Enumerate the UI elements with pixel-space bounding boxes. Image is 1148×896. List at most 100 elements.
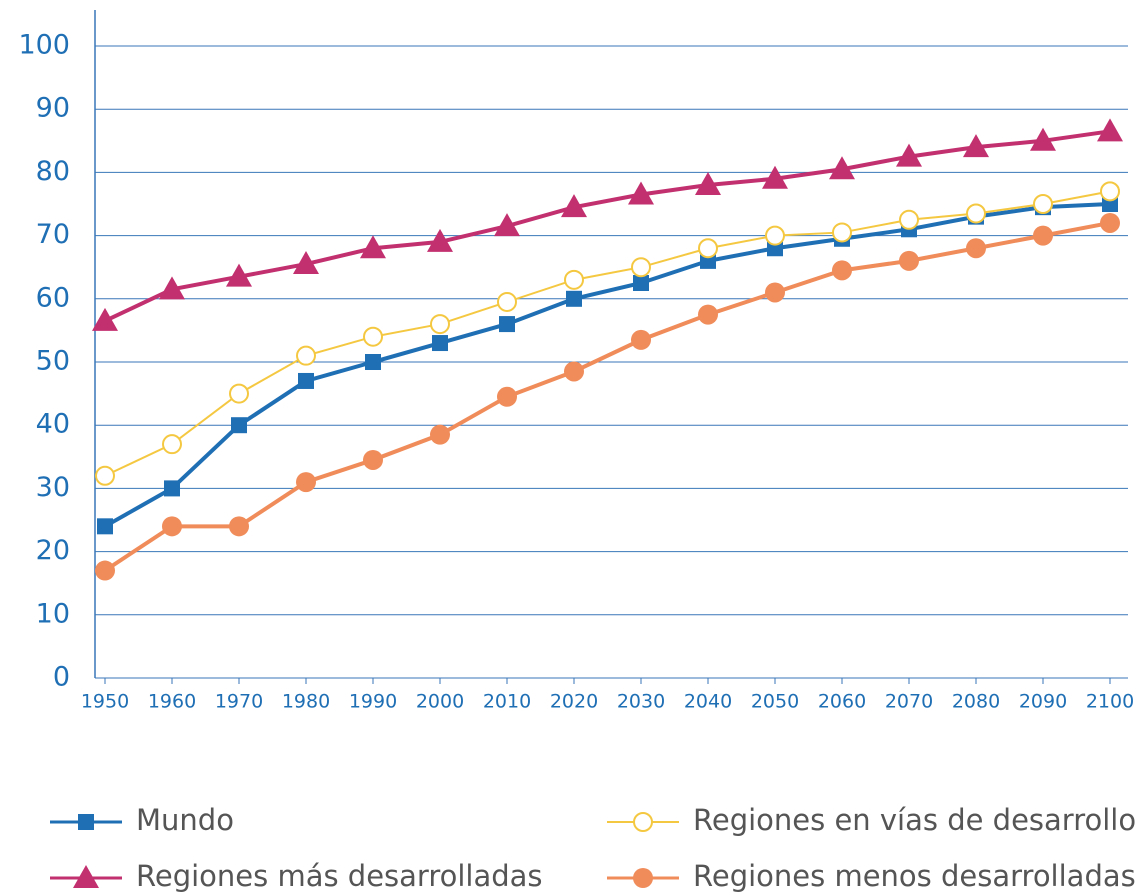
legend-marker	[633, 868, 653, 888]
y-tick-label: 70	[36, 219, 70, 250]
marker	[899, 209, 919, 230]
marker	[566, 290, 582, 307]
marker	[633, 275, 649, 291]
marker	[95, 560, 115, 581]
x-tick-label: 2090	[1019, 691, 1067, 713]
marker	[698, 304, 718, 325]
line	[104, 190, 1111, 477]
marker	[963, 134, 989, 158]
x-tick-label: 2030	[617, 691, 665, 713]
marker	[765, 225, 785, 246]
marker	[231, 417, 247, 434]
marker	[899, 250, 919, 271]
y-tick-label: 60	[36, 282, 70, 313]
x-tick-label: 1970	[215, 691, 263, 713]
marker	[631, 257, 651, 278]
legend-label: Regiones más desarrolladas	[136, 859, 543, 893]
marker	[966, 238, 986, 259]
series	[92, 118, 1123, 331]
marker	[229, 383, 249, 404]
y-tick-label: 30	[36, 472, 70, 503]
x-tick-label: 2000	[416, 691, 464, 713]
series	[95, 212, 1120, 581]
marker	[832, 260, 852, 281]
marker	[762, 165, 788, 189]
marker	[363, 449, 383, 470]
line	[104, 202, 1111, 529]
x-tick-label: 1950	[81, 691, 129, 713]
marker	[159, 276, 185, 300]
marker	[832, 222, 852, 243]
marker	[92, 307, 118, 331]
marker	[1033, 194, 1053, 214]
marker	[561, 194, 587, 218]
x-tick-label: 2040	[684, 691, 732, 713]
marker	[162, 434, 182, 455]
y-tick-label: 50	[36, 346, 70, 377]
marker	[427, 228, 453, 252]
x-tick-label: 2010	[483, 691, 531, 713]
legend-marker	[633, 812, 653, 832]
marker	[631, 329, 651, 350]
marker	[95, 465, 115, 486]
marker	[97, 518, 113, 535]
marker	[226, 263, 252, 287]
legend-marker	[73, 865, 99, 888]
series	[95, 181, 1120, 486]
x-tick-label: 1980	[282, 691, 330, 713]
marker	[365, 354, 381, 370]
marker	[430, 314, 450, 335]
marker	[1100, 181, 1120, 202]
y-tick-label: 40	[36, 409, 70, 440]
x-tick-label: 2020	[550, 691, 598, 713]
y-tick-label: 0	[53, 662, 70, 693]
marker	[164, 480, 180, 497]
y-tick-label: 10	[36, 598, 70, 629]
y-tick-label: 90	[36, 93, 70, 124]
marker	[896, 143, 922, 167]
x-tick-label: 2050	[751, 691, 799, 713]
marker	[430, 424, 450, 445]
legend-label: Regiones en vías de desarrollo	[693, 803, 1136, 837]
y-tick-label: 80	[36, 156, 70, 187]
marker	[564, 361, 584, 382]
marker	[360, 235, 386, 259]
x-tick-label: 2100	[1086, 691, 1134, 713]
y-tick-label: 20	[36, 535, 70, 566]
marker	[494, 213, 520, 237]
marker	[1097, 118, 1123, 142]
marker	[628, 181, 654, 205]
marker	[162, 516, 182, 537]
marker	[1100, 212, 1120, 233]
series	[97, 196, 1118, 535]
x-tick-label: 1990	[349, 691, 397, 713]
marker	[564, 269, 584, 290]
line	[104, 129, 1111, 323]
marker	[829, 156, 855, 180]
y-tick-label: 100	[18, 30, 70, 61]
marker	[296, 345, 316, 366]
marker	[698, 238, 718, 259]
legend-label: Regiones menos desarrolladas	[693, 859, 1136, 893]
marker	[966, 203, 986, 224]
x-tick-label: 2060	[818, 691, 866, 713]
marker	[296, 472, 316, 493]
legend-label: Mundo	[136, 803, 234, 837]
marker	[1030, 127, 1056, 151]
x-tick-label: 1960	[148, 691, 196, 713]
marker	[497, 291, 517, 312]
marker	[298, 372, 314, 389]
x-tick-label: 2080	[952, 691, 1000, 713]
marker	[497, 386, 517, 407]
x-tick-label: 2070	[885, 691, 933, 713]
marker	[765, 282, 785, 303]
marker	[432, 335, 448, 352]
marker	[229, 516, 249, 537]
marker	[293, 251, 319, 275]
marker	[499, 316, 515, 333]
marker	[695, 172, 721, 196]
marker	[1033, 225, 1053, 246]
line	[103, 220, 1111, 573]
marker	[363, 326, 383, 347]
